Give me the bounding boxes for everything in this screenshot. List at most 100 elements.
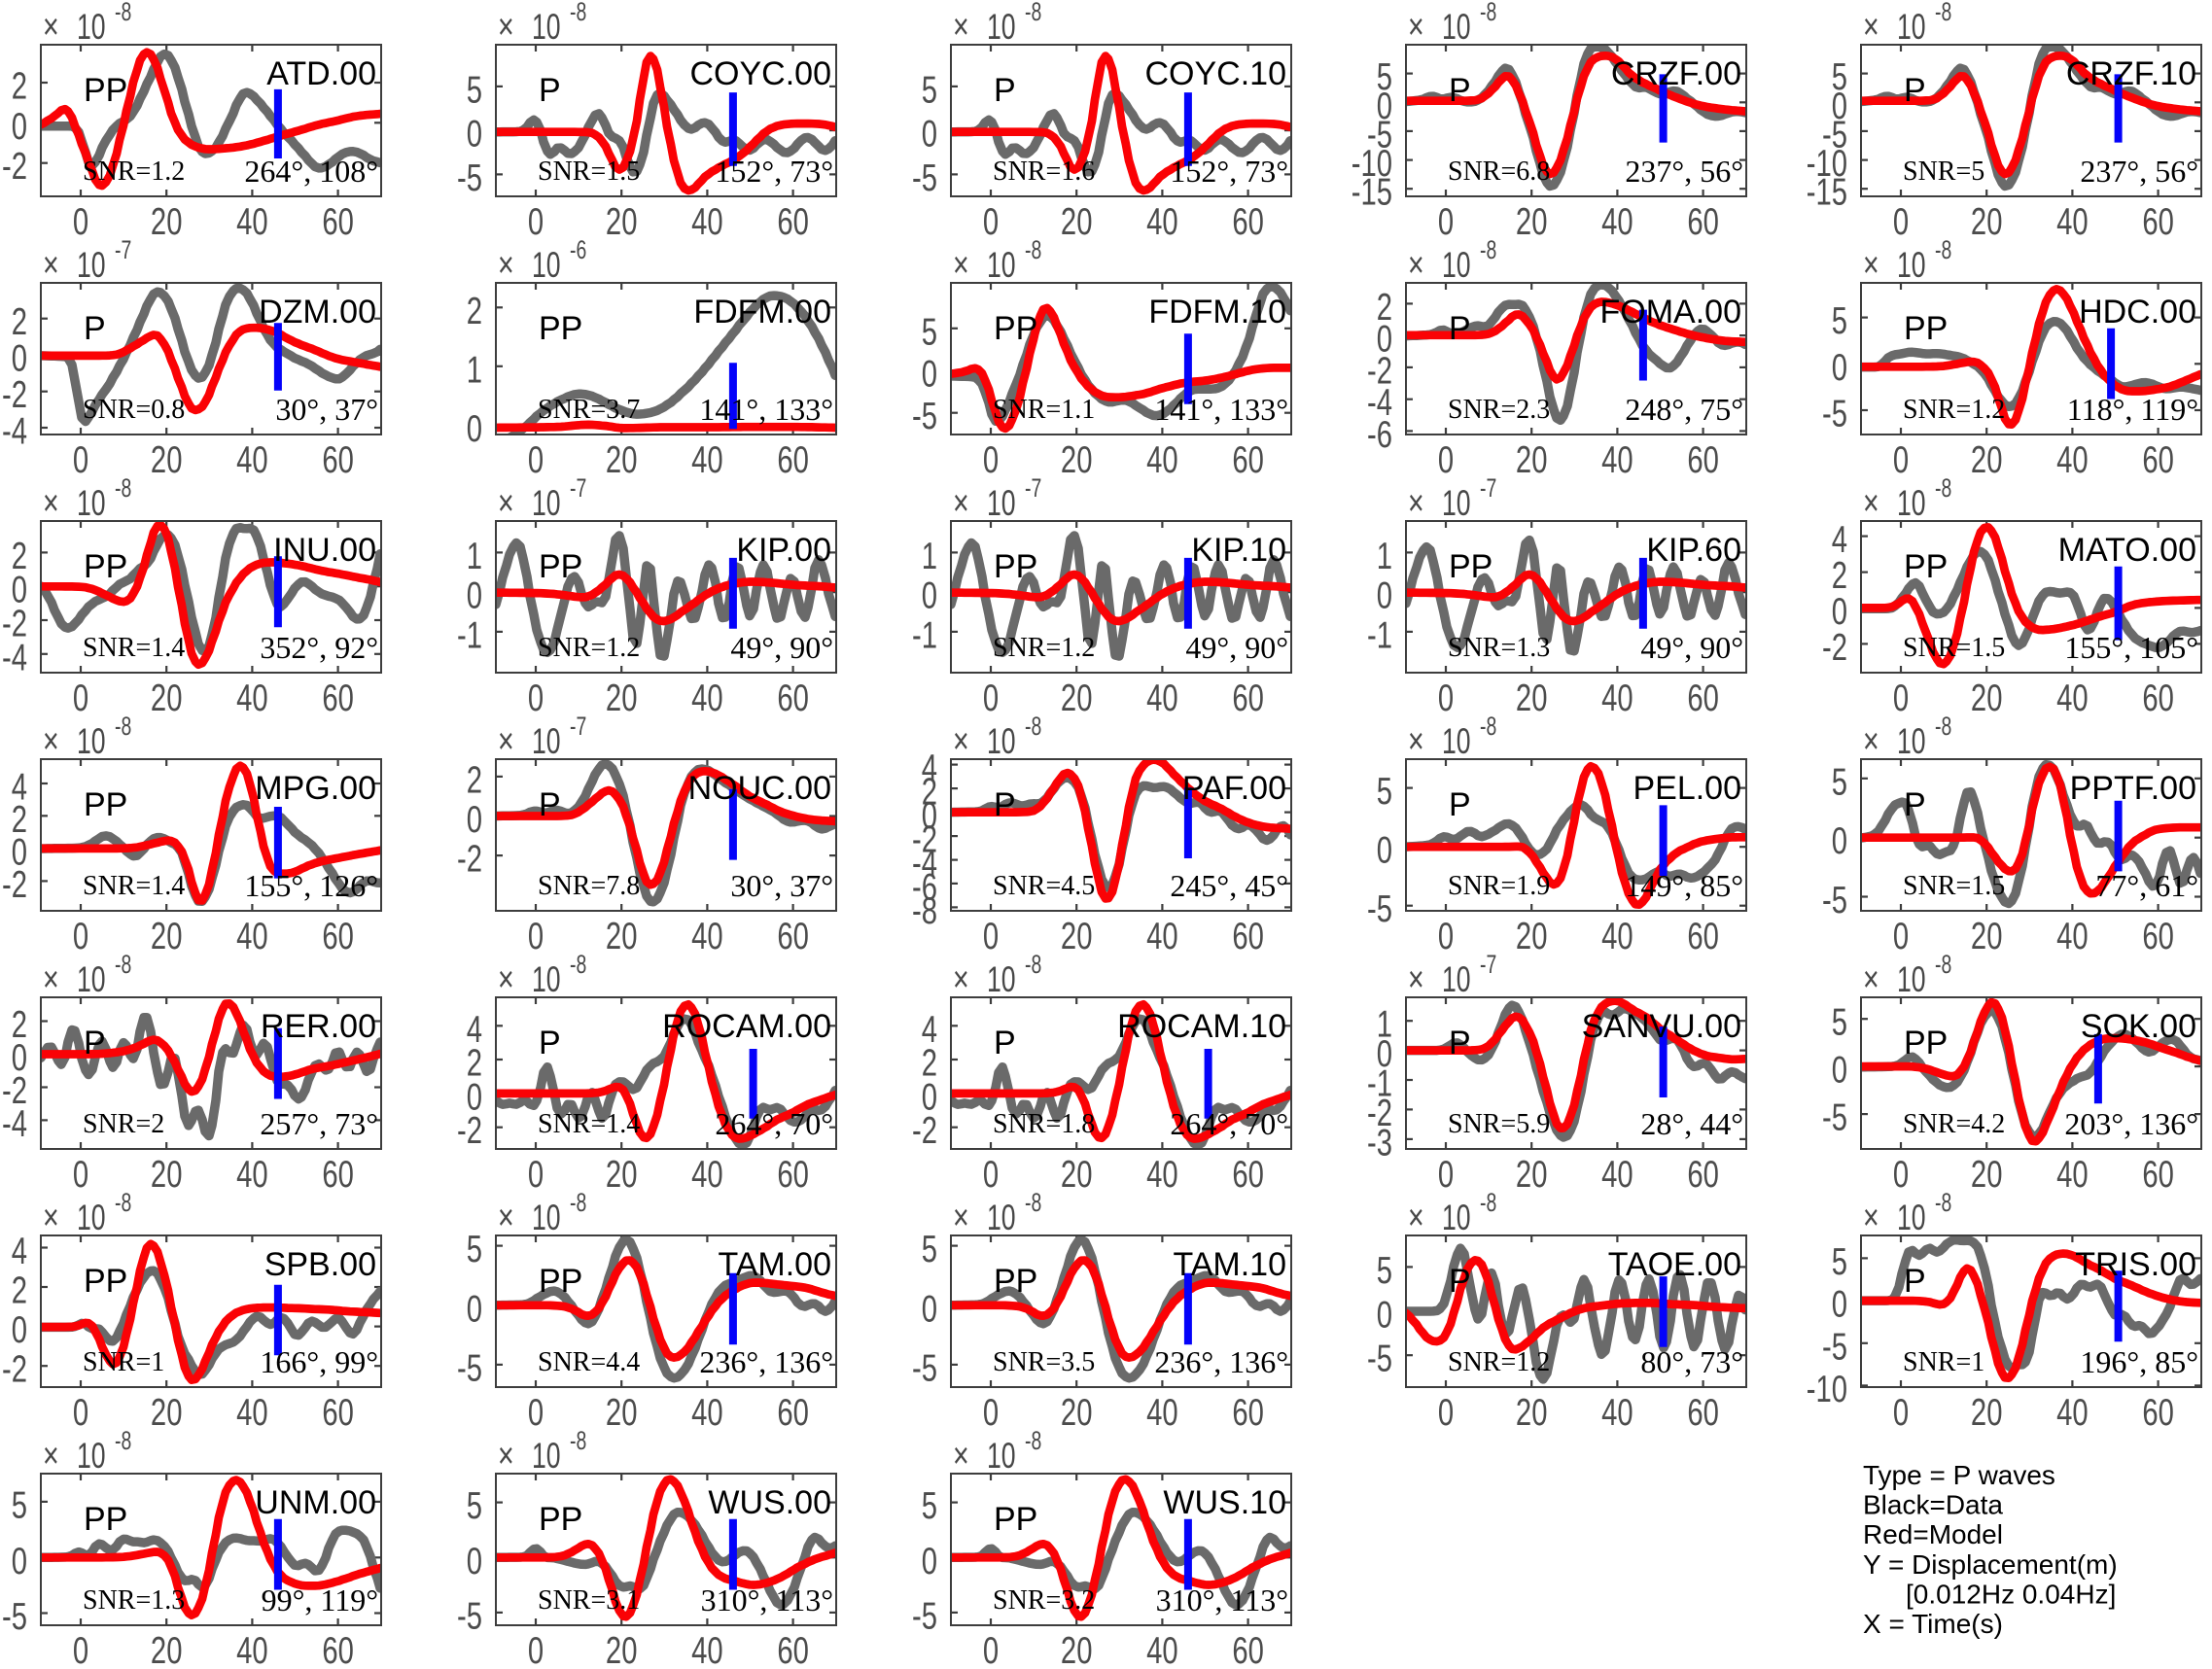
svg-text:2: 2 xyxy=(467,759,482,801)
svg-text:5: 5 xyxy=(922,1229,937,1270)
svg-text:SNR=1.2: SNR=1.2 xyxy=(538,633,640,663)
svg-text:-7: -7 xyxy=(1480,950,1496,979)
svg-text:×: × xyxy=(498,959,514,1000)
svg-text:40: 40 xyxy=(2056,916,2089,957)
svg-text:310°, 113°: 310°, 113° xyxy=(1156,1582,1288,1617)
svg-text:5: 5 xyxy=(1377,56,1392,98)
svg-text:-8: -8 xyxy=(115,1188,131,1217)
svg-text:-2: -2 xyxy=(2,146,27,188)
svg-text:236°, 136°: 236°, 136° xyxy=(1154,1344,1288,1379)
svg-text:4: 4 xyxy=(922,748,937,789)
svg-text:SNR=1.4: SNR=1.4 xyxy=(538,1109,640,1139)
svg-text:257°, 73°: 257°, 73° xyxy=(260,1106,378,1141)
svg-text:-5: -5 xyxy=(1822,880,1847,921)
svg-text:0: 0 xyxy=(983,201,999,243)
svg-text:PP: PP xyxy=(539,310,582,347)
svg-text:PP: PP xyxy=(539,548,582,585)
svg-text:0: 0 xyxy=(12,1541,27,1582)
svg-text:X = Time(s): X = Time(s) xyxy=(1863,1609,2003,1639)
svg-text:40: 40 xyxy=(1146,1630,1178,1664)
svg-text:-8: -8 xyxy=(1480,0,1496,26)
svg-text:166°, 99°: 166°, 99° xyxy=(260,1344,378,1379)
svg-text:FDFM.00: FDFM.00 xyxy=(693,294,831,330)
svg-text:20: 20 xyxy=(1061,439,1093,481)
svg-text:141°, 133°: 141°, 133° xyxy=(1154,392,1288,427)
svg-text:10: 10 xyxy=(532,483,561,523)
svg-text:20: 20 xyxy=(1061,916,1093,957)
svg-text:155°, 126°: 155°, 126° xyxy=(244,868,378,903)
svg-text:40: 40 xyxy=(691,678,723,719)
svg-text:20: 20 xyxy=(151,1392,183,1434)
svg-text:4: 4 xyxy=(467,1009,482,1051)
svg-text:40: 40 xyxy=(1146,201,1178,243)
svg-text:2: 2 xyxy=(12,536,27,577)
svg-text:-4: -4 xyxy=(2,1103,27,1145)
svg-text:40: 40 xyxy=(1146,678,1178,719)
svg-text:2: 2 xyxy=(12,1270,27,1312)
svg-text:40: 40 xyxy=(236,678,268,719)
svg-text:28°, 44°: 28°, 44° xyxy=(1640,1106,1743,1141)
svg-text:60: 60 xyxy=(1687,1154,1719,1196)
svg-text:-8: -8 xyxy=(1935,0,1951,26)
svg-text:40: 40 xyxy=(236,439,268,481)
svg-text:0: 0 xyxy=(922,114,937,156)
svg-text:10: 10 xyxy=(1897,483,1926,523)
svg-text:10: 10 xyxy=(1442,7,1471,47)
svg-text:0: 0 xyxy=(983,678,999,719)
svg-text:×: × xyxy=(1863,245,1879,286)
svg-text:-3: -3 xyxy=(1367,1122,1392,1164)
svg-text:60: 60 xyxy=(322,439,354,481)
svg-text:10: 10 xyxy=(532,1436,561,1476)
svg-text:141°, 133°: 141°, 133° xyxy=(699,392,833,427)
svg-text:PPTF.00: PPTF.00 xyxy=(2070,770,2196,807)
svg-text:0: 0 xyxy=(1438,1392,1454,1434)
svg-text:SNR=1: SNR=1 xyxy=(83,1347,164,1377)
svg-text:40: 40 xyxy=(236,916,268,957)
svg-text:Black=Data: Black=Data xyxy=(1863,1490,2003,1520)
svg-text:40: 40 xyxy=(1146,1392,1178,1434)
svg-text:10: 10 xyxy=(987,7,1016,47)
svg-text:P: P xyxy=(84,1025,106,1061)
svg-text:20: 20 xyxy=(606,916,638,957)
svg-text:-10: -10 xyxy=(1352,143,1392,185)
svg-text:-8: -8 xyxy=(1935,712,1951,741)
svg-text:40: 40 xyxy=(691,916,723,957)
svg-text:P: P xyxy=(539,72,561,109)
svg-text:40: 40 xyxy=(1601,916,1633,957)
svg-text:SNR=2: SNR=2 xyxy=(83,1109,164,1139)
svg-text:40: 40 xyxy=(236,1154,268,1196)
svg-text:P: P xyxy=(539,786,561,823)
svg-text:-6: -6 xyxy=(1367,414,1392,456)
svg-text:SNR=1.3: SNR=1.3 xyxy=(83,1585,185,1616)
svg-text:MATO.00: MATO.00 xyxy=(2058,532,2196,569)
svg-text:40: 40 xyxy=(2056,1154,2089,1196)
svg-text:40: 40 xyxy=(1601,1392,1633,1434)
svg-text:40: 40 xyxy=(1146,439,1178,481)
svg-text:5: 5 xyxy=(1832,56,1847,98)
svg-text:0: 0 xyxy=(1893,1154,1909,1196)
svg-text:10: 10 xyxy=(77,1436,106,1476)
svg-text:30°, 37°: 30°, 37° xyxy=(275,392,378,427)
svg-text:10: 10 xyxy=(1897,721,1926,761)
svg-text:-5: -5 xyxy=(912,1347,937,1389)
svg-text:20: 20 xyxy=(1061,1154,1093,1196)
svg-text:0: 0 xyxy=(467,1288,482,1330)
svg-text:0: 0 xyxy=(922,1541,937,1582)
svg-text:P: P xyxy=(1449,786,1471,823)
svg-text:0: 0 xyxy=(922,1288,937,1330)
svg-text:-10: -10 xyxy=(1807,143,1847,185)
svg-text:-8: -8 xyxy=(1025,712,1041,741)
svg-text:-8: -8 xyxy=(912,890,937,932)
svg-text:CRZF.00: CRZF.00 xyxy=(1611,55,1741,92)
svg-text:FOMA.00: FOMA.00 xyxy=(1600,294,1741,330)
svg-text:0: 0 xyxy=(1438,1154,1454,1196)
svg-text:20: 20 xyxy=(1971,1154,2003,1196)
svg-text:40: 40 xyxy=(1601,678,1633,719)
svg-text:×: × xyxy=(498,483,514,524)
svg-text:-8: -8 xyxy=(570,950,586,979)
svg-text:-8: -8 xyxy=(1935,1188,1951,1217)
svg-text:0: 0 xyxy=(528,916,544,957)
svg-text:5: 5 xyxy=(1832,1241,1847,1283)
svg-text:-2: -2 xyxy=(912,819,937,861)
svg-text:×: × xyxy=(1863,721,1879,762)
